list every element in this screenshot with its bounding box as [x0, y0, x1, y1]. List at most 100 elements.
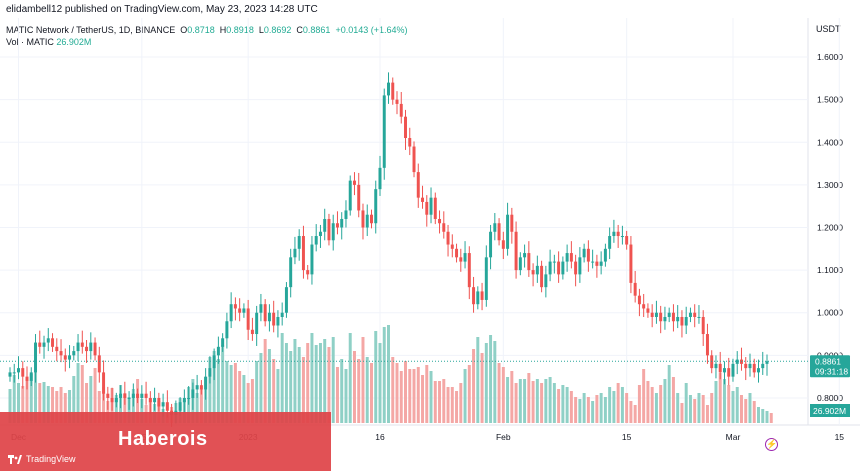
volume-legend: Vol · MATIC 26.902M: [6, 37, 91, 47]
candle-body: [221, 338, 225, 347]
candle-body: [561, 261, 565, 275]
candle-body: [688, 312, 692, 317]
candle-body: [752, 363, 756, 373]
volume-bar: [387, 325, 390, 423]
candle-body: [459, 257, 463, 262]
close-label: C: [296, 25, 303, 35]
candle-body: [476, 291, 480, 305]
volume-bar: [506, 377, 510, 423]
candle-body: [344, 210, 348, 219]
volume-bar: [718, 373, 722, 423]
volume-bar: [459, 383, 463, 423]
candle-body: [455, 248, 459, 258]
volume-bar: [701, 395, 705, 423]
candle-body: [544, 274, 548, 288]
candle-body: [620, 236, 624, 238]
volume-bar: [365, 357, 369, 423]
candle-body: [361, 210, 365, 228]
low-value: 0.8692: [263, 25, 292, 35]
volume-bar: [97, 391, 101, 423]
volume-bar: [625, 393, 629, 423]
candle-body: [735, 359, 739, 364]
candle-body: [527, 253, 531, 271]
volume-bar: [629, 401, 633, 423]
candle-body: [42, 342, 46, 347]
candle-body: [255, 312, 259, 335]
volume-bar: [582, 393, 586, 423]
candle-body: [114, 397, 118, 403]
candle-body: [569, 253, 573, 262]
volume-bar: [425, 365, 429, 423]
volume-bar: [29, 374, 33, 423]
volume-bar: [102, 387, 106, 423]
volume-bar: [187, 387, 191, 423]
watermark-banner: Haberois: [0, 412, 331, 471]
candle-body: [408, 138, 412, 147]
candle-body: [671, 312, 675, 322]
volume-bar: [259, 353, 263, 423]
candle-body: [225, 321, 229, 339]
volume-bar: [446, 387, 450, 423]
candle-body: [59, 351, 63, 356]
volume-bar: [250, 379, 254, 423]
candle-body: [229, 304, 233, 322]
volume-bar: [255, 361, 259, 423]
volume-bar: [68, 390, 72, 423]
y-tick-label: 1.0000: [817, 308, 843, 318]
volume-bar: [633, 405, 637, 423]
volume-bar: [616, 383, 620, 423]
candle-body: [608, 236, 612, 249]
candle-body: [523, 253, 527, 258]
open-label: O: [180, 25, 188, 35]
candle-body: [497, 223, 501, 241]
x-tick-label: 15: [835, 432, 845, 442]
candle-body: [680, 316, 684, 326]
volume-bar: [438, 381, 442, 423]
volume-bar: [671, 377, 675, 423]
candle-body: [297, 236, 301, 249]
candle-body: [421, 197, 425, 202]
volume-bar: [140, 399, 144, 423]
candle-body: [250, 329, 254, 335]
volume-bar: [204, 377, 208, 423]
y-tick-label: 1.3000: [817, 180, 843, 190]
volume-bar: [676, 393, 680, 423]
candle-body: [352, 180, 356, 185]
candle-body: [29, 372, 33, 381]
volume-bar: [395, 363, 399, 423]
volume-bar: [476, 337, 480, 423]
volume-bar: [318, 343, 322, 423]
symbol-title: MATIC Network / TetherUS, 1D, BINANCE: [6, 25, 176, 35]
volume-bar: [688, 395, 692, 423]
volume-bar: [599, 393, 603, 423]
candle-body: [637, 295, 641, 305]
candle-body: [272, 312, 276, 326]
candle-body: [480, 291, 484, 300]
candle-body: [97, 355, 101, 373]
volume-bar: [429, 371, 433, 423]
candle-body: [484, 257, 488, 300]
tradingview-footer[interactable]: TradingView: [8, 454, 76, 464]
candle-body: [357, 184, 361, 211]
flash-icon[interactable]: ⚡: [765, 438, 778, 451]
volume-bar: [127, 397, 131, 423]
candle-body: [131, 393, 135, 398]
volume-bar: [289, 351, 293, 423]
volume-bar: [548, 377, 552, 423]
candle-body: [136, 393, 140, 398]
candle-body: [127, 397, 131, 399]
candle-body: [284, 287, 288, 313]
volume-bar: [199, 389, 203, 423]
volume-bar: [680, 403, 684, 423]
candle-body: [506, 214, 510, 249]
candle-body: [12, 372, 16, 374]
candle-body: [722, 368, 726, 373]
candle-body: [697, 316, 701, 318]
candle-body: [102, 372, 106, 394]
volume-bar: [595, 395, 599, 423]
volume-bar: [370, 363, 373, 423]
candle-body: [472, 287, 476, 305]
candle-body: [318, 231, 322, 237]
x-tick-label: 15: [622, 432, 632, 442]
